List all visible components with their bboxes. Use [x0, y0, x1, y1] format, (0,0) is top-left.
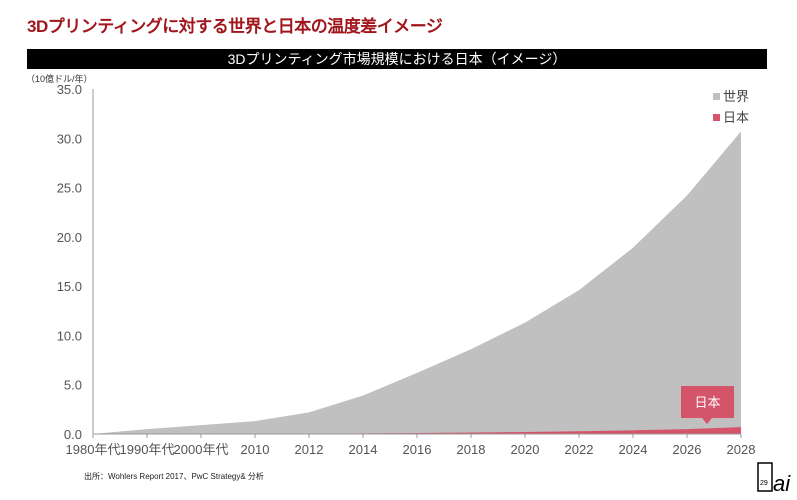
y-tick-label: 15.0	[57, 279, 82, 294]
source-note: 出所：Wohlers Report 2017、PwC Strategy& 分析	[84, 472, 264, 481]
legend-swatch	[713, 93, 720, 100]
x-tick-label: 1980年代	[66, 442, 121, 457]
y-tick-label: 5.0	[64, 378, 82, 393]
y-tick-label: 25.0	[57, 181, 82, 196]
x-tick-label: 2016	[403, 442, 432, 457]
x-tick-label: 1990年代	[120, 442, 175, 457]
svg-text:ai: ai	[773, 471, 791, 495]
x-tick-label: 2022	[565, 442, 594, 457]
y-tick-label: 35.0	[57, 82, 82, 97]
annotation-callout	[681, 386, 734, 424]
area-japan	[93, 427, 741, 434]
chart-title: 3Dプリンティング市場規模における日本（イメージ）	[27, 49, 767, 69]
x-tick-label: 2020	[511, 442, 540, 457]
y-axis-unit: （10億ドル/年）	[26, 74, 93, 84]
y-tick-label: 10.0	[57, 328, 82, 343]
x-tick-label: 2010	[241, 442, 270, 457]
x-tick-label: 2026	[673, 442, 702, 457]
annotation-label: 日本	[694, 395, 720, 410]
legend-swatch	[713, 114, 720, 121]
x-tick-label: 2000年代	[174, 442, 229, 457]
y-tick-label: 30.0	[57, 131, 82, 146]
x-tick-label: 2012	[295, 442, 324, 457]
x-tick-label: 2014	[349, 442, 378, 457]
logo-number: 29	[760, 480, 768, 487]
logo-icon: 29 ai	[757, 462, 791, 495]
legend-label-world: 世界	[723, 89, 749, 104]
y-tick-label: 20.0	[57, 230, 82, 245]
x-tick-label: 2024	[619, 442, 648, 457]
y-tick-label: 0.0	[64, 427, 82, 442]
area-world	[93, 131, 741, 434]
legend-label-japan: 日本	[723, 110, 749, 125]
x-tick-label: 2018	[457, 442, 486, 457]
page-title: 3Dプリンティングに対する世界と日本の温度差イメージ	[27, 17, 443, 36]
x-tick-label: 2028	[727, 442, 756, 457]
